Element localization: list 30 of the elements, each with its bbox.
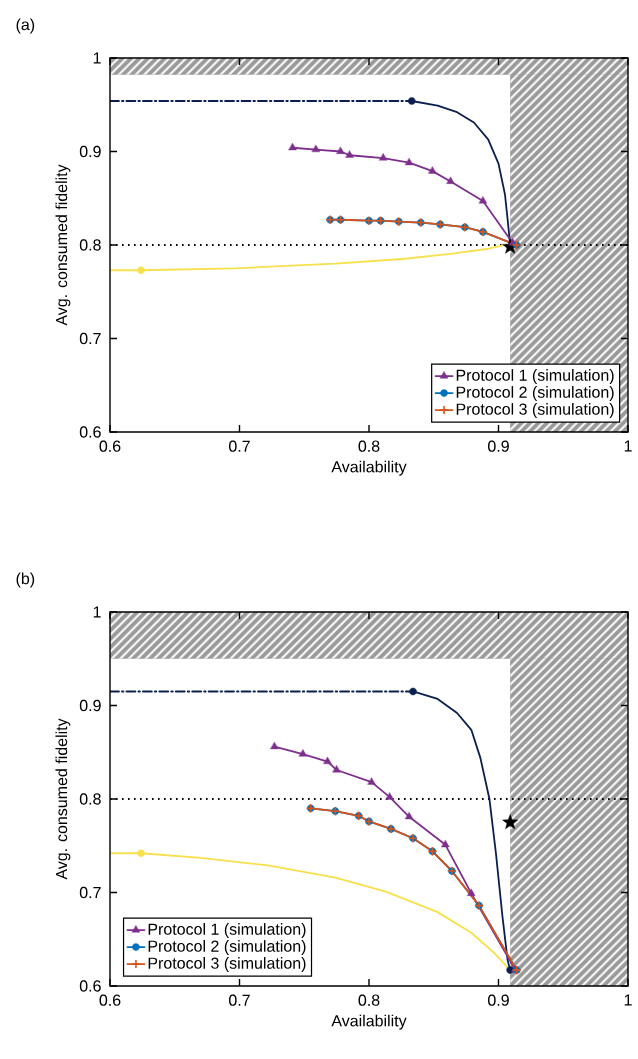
legend-label: Protocol 1 (simulation) xyxy=(456,369,614,385)
y-tick-label: 0.7 xyxy=(79,886,101,899)
x-tick-label: 0.8 xyxy=(358,994,380,1006)
y-tick-label: 0.7 xyxy=(79,332,101,345)
y-tick-label: 0.6 xyxy=(79,426,101,438)
x-tick-label: 0.9 xyxy=(488,994,509,1006)
x-tick-label: 1 xyxy=(624,440,632,452)
x-axis-title: Availability xyxy=(331,460,407,476)
x-tick-label: 0.7 xyxy=(229,994,250,1006)
legend-label: Protocol 3 (simulation) xyxy=(456,403,614,418)
x-tick-label: 0.7 xyxy=(229,440,250,452)
chart-title: (a) xyxy=(16,18,35,34)
x-tick-label: 0.9 xyxy=(488,440,509,452)
y-tick-label: 0.8 xyxy=(79,239,101,251)
y-tick-label: 1 xyxy=(93,52,101,64)
legend-label: Protocol 2 (simulation) xyxy=(456,386,614,401)
y-tick-label: 0.6 xyxy=(79,980,101,992)
legend-label: Protocol 2 (simulation) xyxy=(148,940,306,955)
x-axis-title: Availability xyxy=(331,1014,407,1030)
legend-label: Protocol 1 (simulation) xyxy=(148,923,306,939)
legend-label: Protocol 3 (simulation) xyxy=(148,957,306,972)
x-tick-label: 1 xyxy=(624,994,632,1006)
y-tick-label: 0.9 xyxy=(79,145,101,158)
y-tick-label: 0.9 xyxy=(79,699,101,712)
y-axis-title: Avg. consumed fidelity xyxy=(55,718,71,880)
chart-title: (b) xyxy=(16,572,35,588)
y-tick-label: 0.8 xyxy=(79,793,101,805)
y-axis-title: Avg. consumed fidelity xyxy=(55,164,71,326)
y-tick-label: 1 xyxy=(93,606,101,618)
x-tick-label: 0.8 xyxy=(358,440,380,452)
